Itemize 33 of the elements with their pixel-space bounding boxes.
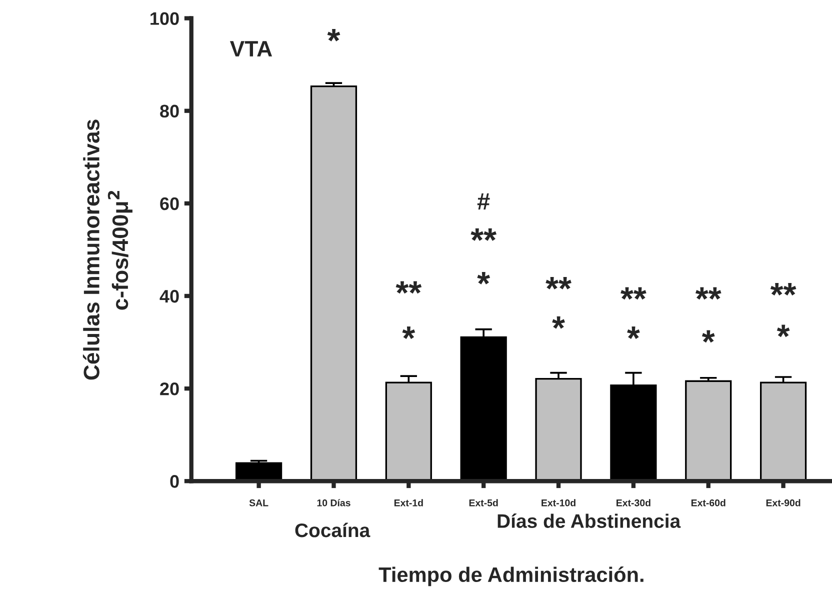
annotation: VTA (230, 41, 272, 56)
x-tick-label: SAL (249, 499, 268, 506)
y-tick-label: 60 (160, 197, 179, 210)
x-tick-label: Ext-5d (469, 499, 498, 506)
x-tick-label: Ext-60d (691, 499, 726, 506)
x-tick-label: Ext-90d (766, 499, 800, 506)
y-axis-title: Células Inmunoreactivas c-fos/400μ$^{2}$ (82, 120, 132, 380)
annotation: ** (470, 228, 497, 241)
x-tick-label: 10 Días (317, 499, 350, 506)
annotation: # (477, 193, 490, 210)
annotation: * (327, 28, 340, 42)
y-tick-label: 80 (160, 104, 179, 118)
y-tick-label: 20 (160, 382, 179, 396)
x-tick-label: Ext-30d (616, 499, 650, 506)
annotation: ** (695, 287, 722, 300)
annotation: ** (396, 281, 422, 294)
annotation: * (627, 326, 640, 339)
y-tick-label: 0 (170, 475, 179, 488)
text: Cocaína (295, 522, 370, 538)
annotation: * (702, 330, 715, 343)
x-axis-title: Tiempo de Administración. (378, 566, 644, 586)
annotation: ** (620, 287, 646, 300)
x-tick-label: Ext-1d (394, 499, 423, 506)
annotation: ** (546, 277, 572, 290)
y-tick-label: 100 (150, 12, 179, 25)
y-tick-label: 40 (160, 290, 179, 303)
x-tick-label: Ext-10d (542, 499, 576, 506)
text: Días de Abstinencia (498, 514, 681, 528)
annotation: ** (770, 283, 796, 296)
annotation: * (776, 324, 790, 338)
annotation: * (402, 326, 416, 339)
annotation: * (552, 316, 565, 329)
annotation: * (477, 272, 490, 284)
